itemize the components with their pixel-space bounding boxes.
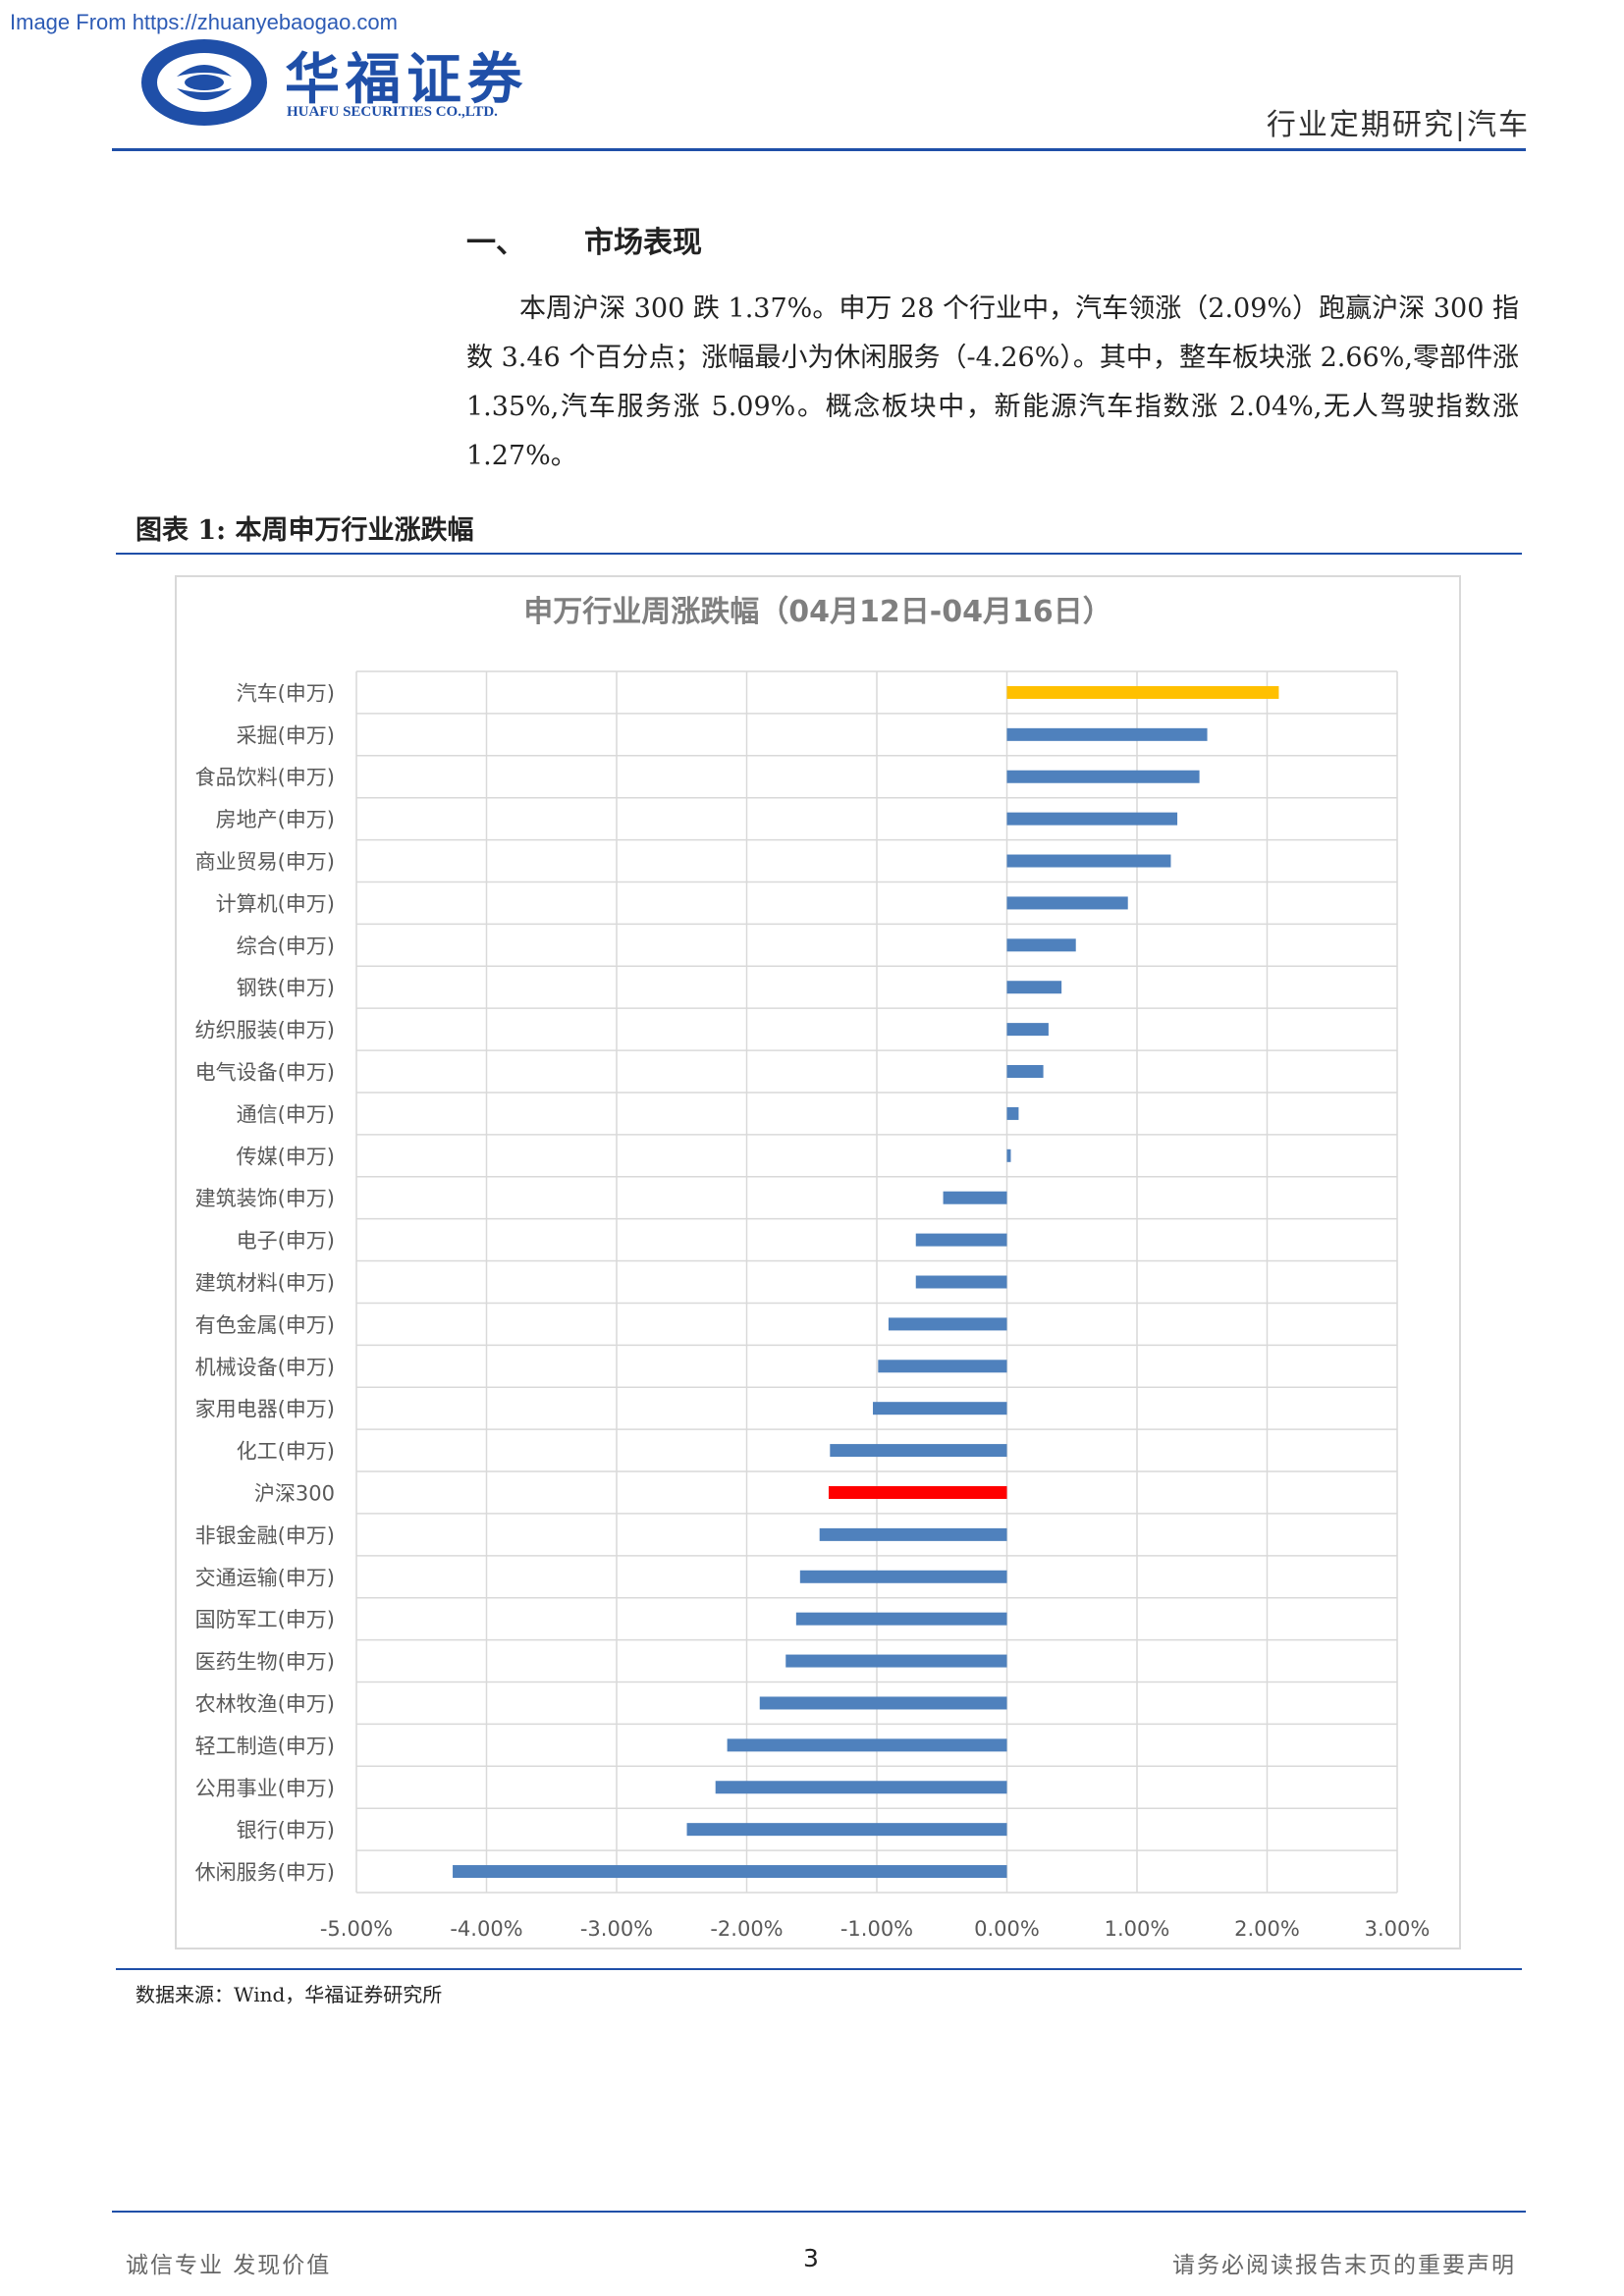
category-label: 医药生物(申万) (195, 1650, 335, 1674)
bar (1006, 770, 1200, 783)
bar (915, 1233, 1007, 1247)
figure-title: 图表 1: 本周申万行业涨跌幅 (135, 515, 474, 546)
logo-name-cn: 华福证券 (285, 47, 528, 112)
x-tick-label: -5.00% (320, 1917, 393, 1941)
watermark-text: Image From https://zhuanyebaogao.com (10, 10, 398, 34)
chart-category-labels: 汽车(申万) 采掘(申万) 食品饮料(申万) 房地产(申万) 商业贸易(申万) 计算机(申… (195, 681, 335, 1884)
x-tick-label: 1.00% (1105, 1917, 1170, 1941)
x-tick-label: 3.00% (1365, 1917, 1431, 1941)
category-label: 食品饮料(申万) (195, 766, 335, 789)
bar (888, 1317, 1007, 1331)
bar (915, 1275, 1007, 1289)
logo-swirl-icon (141, 39, 267, 126)
logo-name-en: HUAFU SECURITIES CO.,LTD. (287, 104, 498, 120)
report-category: 行业定期研究|汽车 (1266, 108, 1530, 142)
company-logo: 华福证券 HUAFU SECURITIES CO.,LTD. (137, 33, 550, 132)
category-label: 化工(申万) (237, 1440, 335, 1464)
footer-slogan: 诚信专业 发现价值 (126, 2253, 332, 2278)
chart-svg: 申万行业周涨跌幅（04月12日-04月16日） 汽车(申万) 采掘(申万) 食品饮料… (175, 575, 1461, 1949)
category-label: 建筑装饰(申万) (195, 1187, 335, 1210)
industry-return-chart: 申万行业周涨跌幅（04月12日-04月16日） 汽车(申万) 采掘(申万) 食品饮料… (175, 575, 1461, 1949)
category-label: 农林牧渔(申万) (195, 1692, 335, 1716)
category-label: 机械设备(申万) (195, 1356, 335, 1379)
bar (1006, 1148, 1011, 1162)
bar (785, 1654, 1007, 1668)
bar (727, 1738, 1007, 1752)
footer-disclaimer: 请务必阅读报告末页的重要声明 (1172, 2253, 1516, 2278)
bar (828, 1485, 1007, 1499)
chart-gridlines (355, 670, 1398, 1894)
bar (873, 1402, 1007, 1415)
bar (878, 1360, 1007, 1373)
market-summary-paragraph: 本周沪深 300 跌 1.37%。申万 28 个行业中，汽车领涨（2.09%）跑… (466, 285, 1519, 481)
category-label: 电气设备(申万) (195, 1061, 335, 1085)
chart-bars (453, 685, 1279, 1879)
category-label: 非银金融(申万) (195, 1523, 335, 1547)
paragraph-text: 本周沪深 300 跌 1.37%。申万 28 个行业中，汽车领涨（2.09%）跑… (466, 294, 1519, 471)
bar (1006, 1106, 1019, 1120)
figure-top-divider (116, 553, 1522, 555)
chart-x-tick-labels: -5.00% -4.00% -3.00% -2.00% -1.00% 0.00% 1.00%… (320, 1917, 1431, 1941)
bar (1006, 981, 1062, 994)
category-label: 纺织服装(申万) (195, 1019, 335, 1042)
category-label: 采掘(申万) (237, 723, 335, 747)
data-source-note: 数据来源：Wind，华福证券研究所 (135, 1983, 443, 2006)
category-label: 家用电器(申万) (195, 1398, 335, 1421)
section-number: 一、 (466, 226, 525, 260)
x-tick-label: -3.00% (580, 1917, 653, 1941)
bar (943, 1191, 1007, 1204)
bar (830, 1444, 1007, 1458)
category-label: 建筑材料(申万) (195, 1271, 335, 1295)
bar (1006, 727, 1208, 741)
category-label: 房地产(申万) (216, 808, 335, 831)
chart-title: 申万行业周涨跌幅（04月12日-04月16日） (523, 595, 1111, 629)
x-tick-label: -2.00% (710, 1917, 783, 1941)
category-label: 汽车(申万) (237, 681, 335, 705)
category-label: 休闲服务(申万) (195, 1861, 335, 1885)
category-label: 商业贸易(申万) (195, 850, 335, 874)
bar (819, 1527, 1007, 1541)
category-label: 钢铁(申万) (237, 977, 335, 1000)
category-label: 轻工制造(申万) (195, 1735, 335, 1758)
category-label: 电子(申万) (237, 1229, 335, 1253)
category-label: 公用事业(申万) (195, 1777, 335, 1800)
category-label: 计算机(申万) (216, 892, 335, 916)
bar (799, 1570, 1007, 1583)
category-label: 传媒(申万) (237, 1145, 335, 1168)
bar (453, 1865, 1007, 1879)
x-tick-label: 2.00% (1234, 1917, 1300, 1941)
page-number: 3 (803, 2244, 819, 2272)
bar (1006, 938, 1076, 952)
bar (686, 1823, 1007, 1837)
header-divider (112, 148, 1526, 151)
category-label: 有色金属(申万) (195, 1313, 335, 1337)
bar (1006, 896, 1128, 910)
x-tick-label: -4.00% (450, 1917, 522, 1941)
bar (1006, 854, 1171, 868)
figure-bottom-divider (116, 1968, 1522, 1970)
x-tick-label: 0.00% (974, 1917, 1040, 1941)
bar (795, 1612, 1007, 1626)
bar (1006, 812, 1178, 826)
chart-frame (175, 575, 1461, 1949)
category-label: 交通运输(申万) (195, 1566, 335, 1589)
category-label: 银行(申万) (237, 1819, 335, 1842)
category-label: 国防军工(申万) (195, 1608, 335, 1631)
section-title: 市场表现 (584, 226, 702, 260)
footer-divider (112, 2211, 1526, 2213)
section-heading: 一、 市场表现 (466, 218, 702, 261)
bar (759, 1696, 1007, 1710)
bar (1006, 1065, 1044, 1079)
category-label: 综合(申万) (237, 934, 335, 958)
category-label: 沪深300 (254, 1481, 335, 1505)
bar (715, 1781, 1007, 1794)
category-label: 通信(申万) (237, 1102, 335, 1126)
bar (1006, 1023, 1049, 1037)
x-tick-label: -1.00% (840, 1917, 913, 1941)
bar (1006, 685, 1279, 699)
